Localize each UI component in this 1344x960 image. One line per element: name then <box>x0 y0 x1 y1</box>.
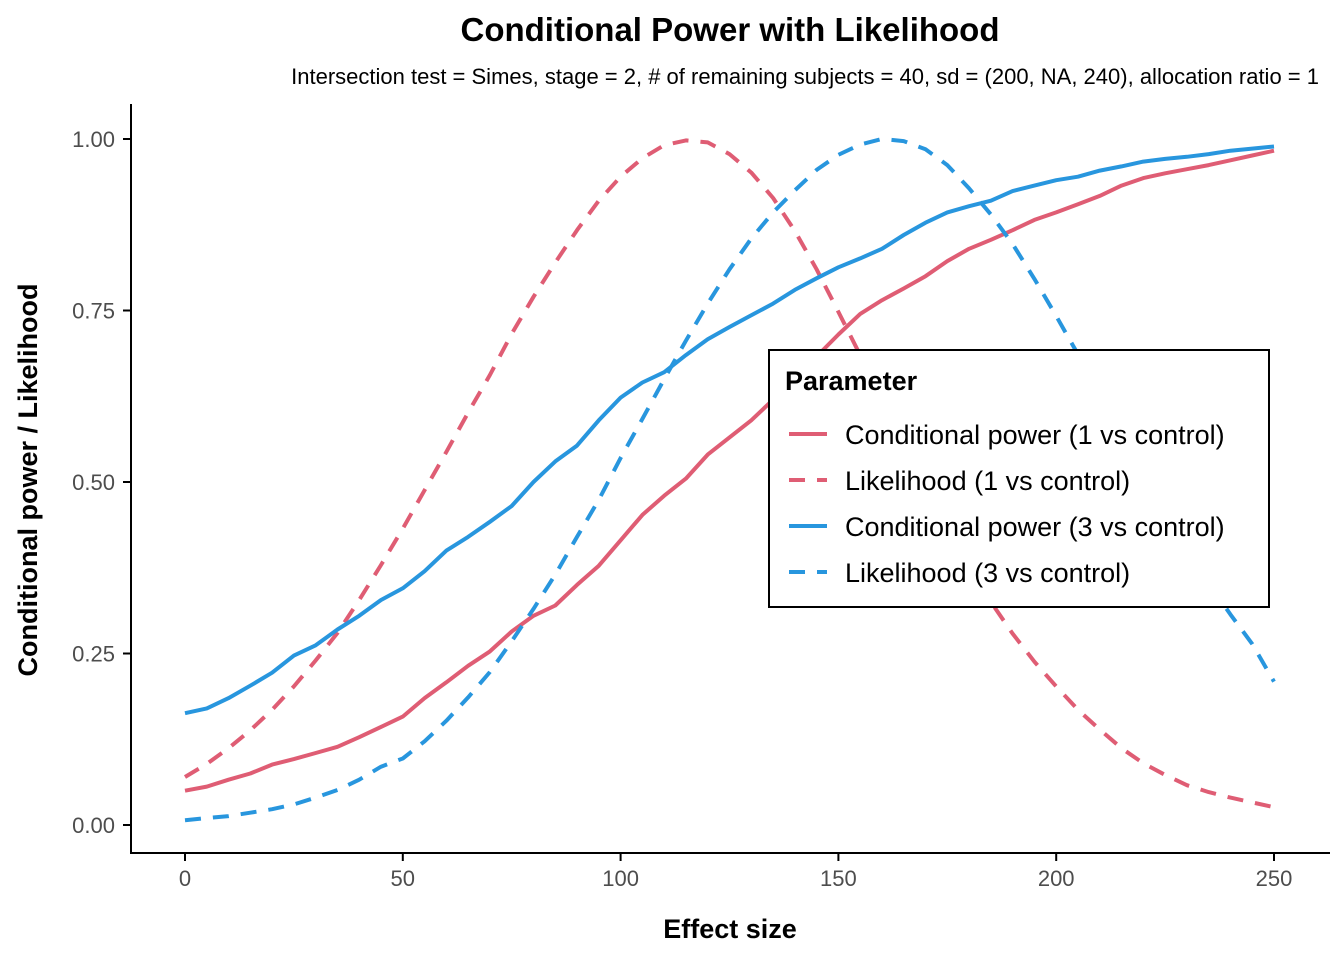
legend-label-conditional-power-1-vs-control: Conditional power (1 vs control) <box>845 420 1225 450</box>
y-tick-label: 0.25 <box>72 642 115 667</box>
x-tick-label: 0 <box>179 866 191 891</box>
legend-entries: Conditional power (1 vs control) Likeliho… <box>789 420 1225 588</box>
legend-label-likelihood-1-vs-control: Likelihood (1 vs control) <box>845 466 1130 496</box>
y-ticks: 0.00 0.25 0.50 0.75 1.00 <box>72 127 131 838</box>
chart-subtitle: Intersection test = Simes, stage = 2, # … <box>291 64 1319 89</box>
x-tick-label: 250 <box>1256 866 1293 891</box>
x-tick-label: 150 <box>820 866 857 891</box>
x-tick-label: 50 <box>391 866 415 891</box>
chart-title: Conditional Power with Likelihood <box>461 11 1000 48</box>
series-line-conditional-power-1-vs-control <box>184 148 1275 793</box>
x-axis-title: Effect size <box>663 914 797 944</box>
x-tick-label: 100 <box>602 866 639 891</box>
x-tick-label: 200 <box>1038 866 1075 891</box>
y-tick-label: 0.75 <box>72 299 115 324</box>
y-tick-label: 0.50 <box>72 470 115 495</box>
series-line-conditional-power-3-vs-control <box>184 144 1275 716</box>
y-axis-title: Conditional power / Likelihood <box>13 284 43 677</box>
y-tick-label: 1.00 <box>72 127 115 152</box>
legend-title: Parameter <box>785 366 918 396</box>
legend-label-conditional-power-3-vs-control: Conditional power (3 vs control) <box>845 512 1225 542</box>
x-ticks: 0 50 100 150 200 250 <box>179 853 1292 891</box>
legend-label-likelihood-3-vs-control: Likelihood (3 vs control) <box>845 558 1130 588</box>
legend-box <box>768 349 1270 608</box>
legend: Parameter Conditional power (1 vs contro… <box>768 349 1270 608</box>
series-line-likelihood-1-vs-control <box>183 138 1275 810</box>
y-tick-label: 0.00 <box>72 813 115 838</box>
